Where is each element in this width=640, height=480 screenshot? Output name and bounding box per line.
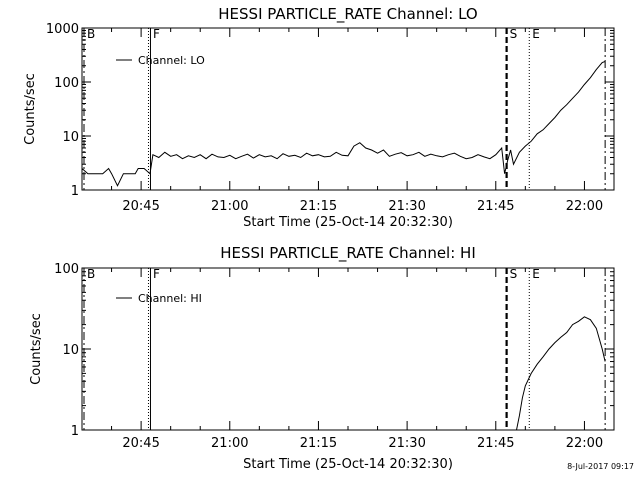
marker-label-b: B bbox=[87, 27, 95, 41]
x-tick-label: 21:00 bbox=[211, 199, 248, 214]
y-tick-label: 1000 bbox=[46, 22, 79, 37]
x-tick-label: 22:00 bbox=[566, 436, 603, 451]
x-tick-label: 20:45 bbox=[122, 199, 159, 214]
y-tick-label: 10 bbox=[62, 343, 79, 358]
x-tick-label: 21:45 bbox=[477, 199, 514, 214]
marker-label-s: S bbox=[510, 27, 518, 41]
x-tick-label: 21:15 bbox=[300, 199, 337, 214]
series-line bbox=[81, 61, 606, 187]
series-line bbox=[516, 316, 606, 431]
marker-label-b: B bbox=[87, 267, 95, 281]
y-tick-label: 10 bbox=[62, 130, 79, 145]
x-tick-label: 21:45 bbox=[477, 436, 514, 451]
marker-label-e: E bbox=[532, 27, 540, 41]
x-tick-label: 22:00 bbox=[566, 199, 603, 214]
x-tick-label: 20:45 bbox=[122, 436, 159, 451]
marker-label-f: F bbox=[153, 27, 160, 41]
marker-label-f: F bbox=[153, 267, 160, 281]
legend-label: Channel: LO bbox=[138, 54, 205, 67]
chart-title: HESSI PARTICLE_RATE Channel: HI bbox=[220, 244, 476, 263]
y-tick-label: 100 bbox=[54, 76, 79, 91]
marker-label-s: S bbox=[510, 267, 518, 281]
x-axis-label: Start Time (25-Oct-14 20:32:30) bbox=[243, 215, 453, 230]
y-axis-label: Counts/sec bbox=[23, 73, 38, 145]
marker-label-e: E bbox=[532, 267, 540, 281]
y-tick-label: 1 bbox=[71, 424, 79, 439]
x-tick-label: 21:00 bbox=[211, 436, 248, 451]
x-tick-label: 21:30 bbox=[388, 436, 425, 451]
x-tick-label: 21:30 bbox=[388, 199, 425, 214]
x-tick-label: 21:15 bbox=[300, 436, 337, 451]
legend-label: Channel: HI bbox=[138, 292, 202, 305]
print-timestamp: 8-Jul-2017 09:17 bbox=[567, 462, 634, 471]
chart-title: HESSI PARTICLE_RATE Channel: LO bbox=[218, 5, 477, 24]
chart-panel-1: HESSI PARTICLE_RATE Channel: LO 1 10 100 100… bbox=[23, 5, 615, 230]
plot-frame bbox=[81, 27, 615, 191]
y-tick-label: 100 bbox=[54, 262, 79, 277]
y-axis-label: Counts/sec bbox=[29, 313, 44, 385]
x-axis-label: Start Time (25-Oct-14 20:32:30) bbox=[243, 457, 453, 472]
chart-panel-2: HESSI PARTICLE_RATE Channel: HI 1 10 100 20:… bbox=[29, 244, 615, 472]
y-tick-label: 1 bbox=[71, 184, 79, 199]
